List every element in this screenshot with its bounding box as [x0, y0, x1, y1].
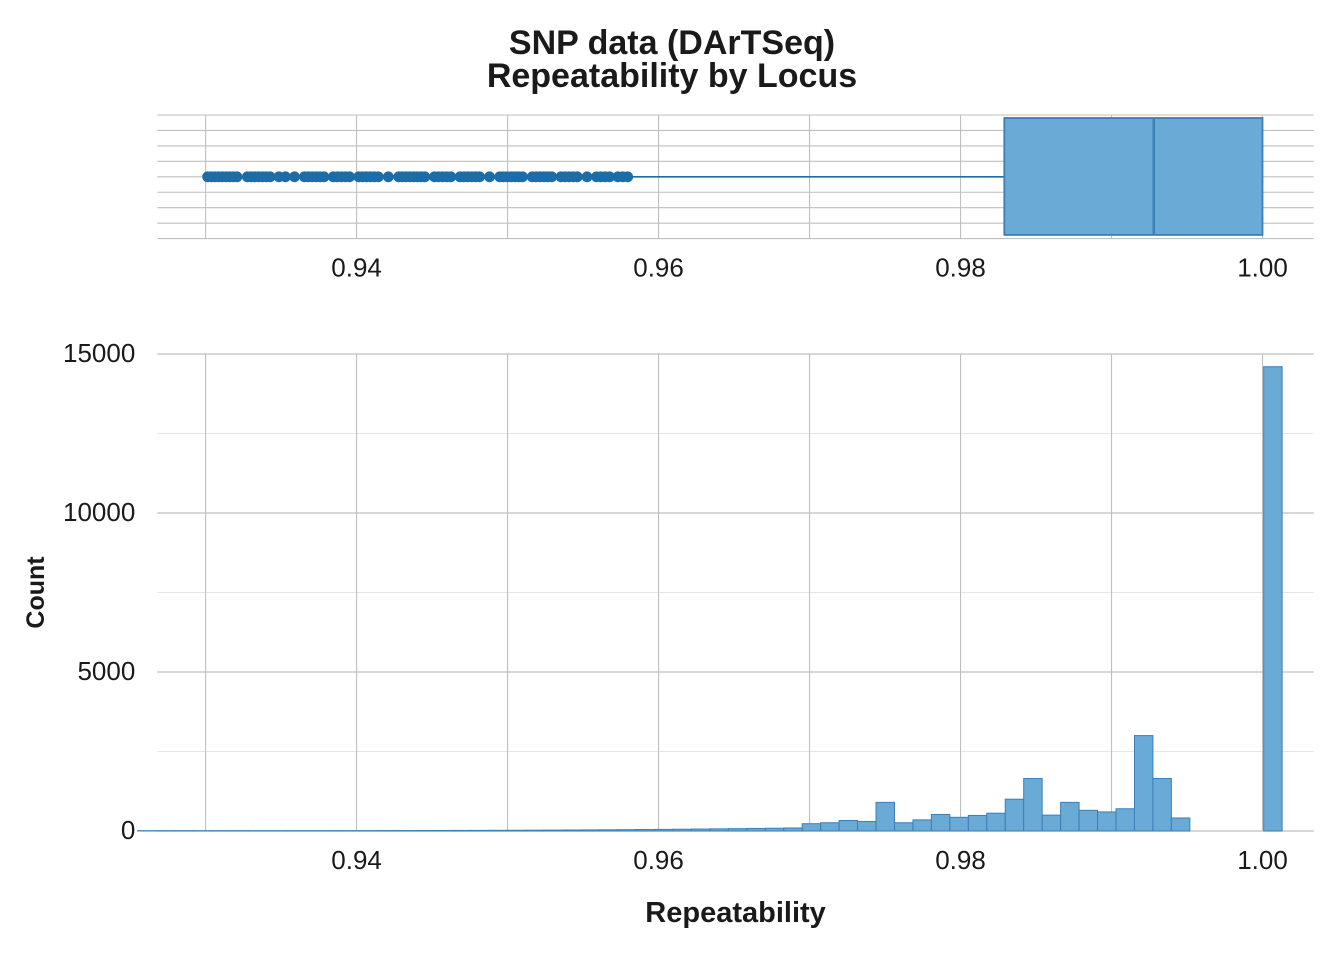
svg-text:0: 0: [121, 815, 135, 845]
svg-text:0.94: 0.94: [331, 253, 382, 283]
svg-text:Count: Count: [22, 556, 50, 629]
svg-text:15000: 15000: [63, 338, 135, 368]
svg-text:5000: 5000: [77, 656, 135, 686]
svg-text:Repeatability: Repeatability: [645, 897, 826, 929]
svg-text:1.00: 1.00: [1237, 253, 1288, 283]
svg-text:Repeatability by Locus: Repeatability by Locus: [487, 57, 857, 95]
svg-text:0.98: 0.98: [935, 845, 986, 875]
svg-text:0.98: 0.98: [935, 253, 986, 283]
svg-text:1.00: 1.00: [1237, 845, 1288, 875]
svg-text:0.96: 0.96: [633, 845, 684, 875]
svg-text:0.94: 0.94: [331, 845, 382, 875]
svg-text:10000: 10000: [63, 497, 135, 527]
svg-text:0.96: 0.96: [633, 253, 684, 283]
